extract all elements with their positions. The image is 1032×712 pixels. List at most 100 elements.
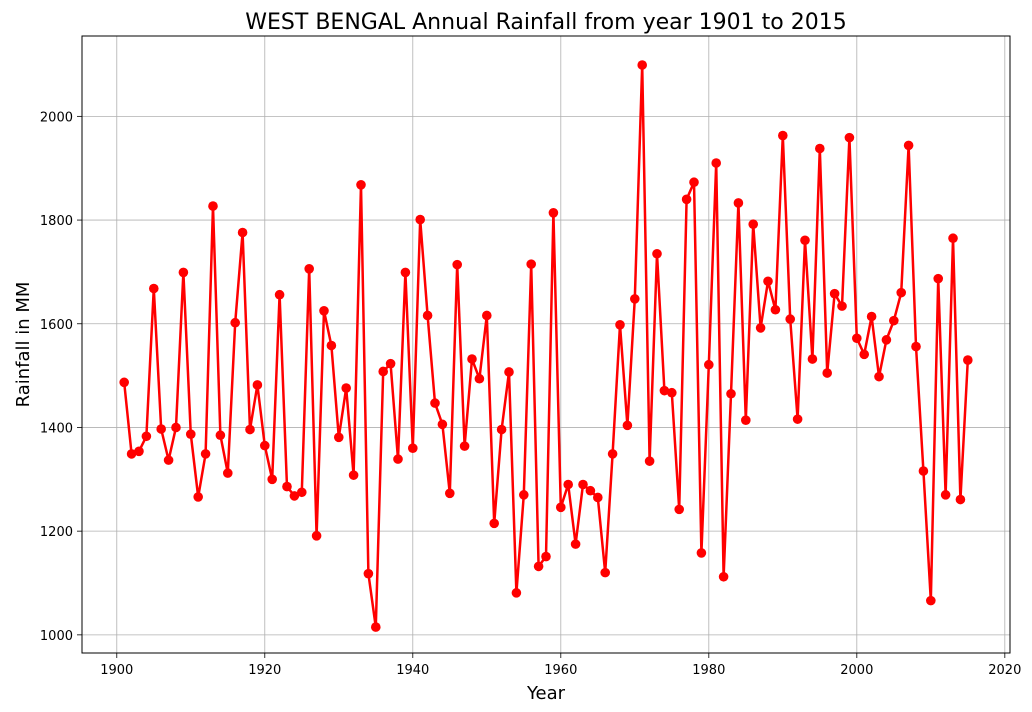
data-point bbox=[792, 414, 803, 424]
data-point bbox=[134, 446, 144, 457]
data-point bbox=[563, 479, 574, 490]
data-point bbox=[400, 267, 411, 278]
data-point bbox=[903, 140, 914, 151]
x-tick-label: 2000 bbox=[840, 663, 873, 678]
data-point bbox=[282, 481, 292, 492]
axis-ticks: 1900 1920 1940 1960 1980 2000 2020 1000 1200 1400… bbox=[40, 110, 1021, 678]
data-point bbox=[681, 194, 692, 205]
data-point bbox=[171, 422, 181, 433]
data-point bbox=[156, 424, 166, 434]
data-point bbox=[763, 276, 773, 287]
data-point bbox=[252, 380, 263, 390]
data-point bbox=[259, 440, 270, 451]
data-point bbox=[489, 518, 499, 529]
data-point bbox=[770, 304, 781, 315]
data-point bbox=[304, 264, 314, 274]
y-tick-label: 1400 bbox=[40, 421, 73, 436]
x-tick-label: 1900 bbox=[100, 663, 133, 678]
data-point bbox=[311, 531, 322, 541]
data-point bbox=[911, 341, 921, 352]
x-tick-label: 1980 bbox=[692, 663, 725, 678]
data-point bbox=[711, 158, 722, 168]
data-point bbox=[815, 143, 825, 154]
data-point bbox=[141, 431, 152, 442]
data-point bbox=[585, 485, 596, 496]
y-tick-label: 1200 bbox=[40, 525, 73, 540]
data-point bbox=[955, 494, 966, 505]
x-axis-label: Year bbox=[526, 683, 566, 704]
x-tick-label: 1920 bbox=[248, 663, 281, 678]
data-point bbox=[541, 551, 551, 562]
data-point bbox=[689, 177, 699, 188]
data-point bbox=[570, 539, 581, 549]
data-point bbox=[348, 470, 359, 480]
data-point bbox=[852, 333, 862, 344]
data-point bbox=[785, 314, 796, 324]
y-tick-label: 1600 bbox=[40, 318, 73, 333]
data-point bbox=[526, 259, 536, 269]
data-point bbox=[467, 354, 477, 364]
data-point bbox=[889, 315, 899, 326]
data-point bbox=[963, 355, 973, 365]
data-point bbox=[896, 287, 907, 298]
data-point bbox=[718, 571, 729, 582]
data-point bbox=[148, 283, 159, 294]
chart-title: WEST BENGAL Annual Rainfall from year 19… bbox=[245, 10, 846, 35]
data-point bbox=[119, 377, 129, 388]
data-point bbox=[667, 387, 677, 398]
x-tick-label: 1940 bbox=[396, 663, 429, 678]
data-point bbox=[518, 490, 529, 500]
series-group bbox=[119, 60, 973, 632]
data-point bbox=[452, 259, 462, 270]
data-point bbox=[370, 622, 381, 632]
data-point bbox=[215, 430, 226, 441]
data-point bbox=[363, 568, 374, 579]
data-point bbox=[696, 548, 707, 558]
data-point bbox=[918, 466, 929, 476]
data-point bbox=[940, 490, 951, 500]
data-point bbox=[933, 273, 944, 284]
y-tick-label: 1000 bbox=[40, 629, 73, 644]
data-point bbox=[741, 415, 751, 425]
data-point bbox=[600, 567, 611, 578]
data-point bbox=[193, 492, 203, 502]
data-point bbox=[126, 449, 137, 459]
y-tick-label: 2000 bbox=[40, 110, 73, 125]
data-point bbox=[430, 398, 440, 408]
data-point bbox=[474, 373, 485, 384]
data-point bbox=[778, 130, 788, 141]
plot-frame bbox=[81, 35, 1011, 654]
y-axis-label: Rainfall in MM bbox=[13, 282, 34, 408]
data-point bbox=[222, 468, 233, 478]
data-point bbox=[444, 488, 455, 499]
data-point bbox=[755, 323, 766, 333]
data-point bbox=[704, 359, 714, 370]
data-point bbox=[548, 208, 559, 218]
data-point bbox=[593, 492, 603, 503]
data-point bbox=[274, 289, 285, 300]
data-point bbox=[393, 454, 403, 464]
data-point bbox=[822, 368, 833, 378]
data-point bbox=[829, 288, 840, 299]
data-point bbox=[533, 561, 544, 572]
data-point bbox=[637, 60, 648, 70]
data-point bbox=[644, 456, 655, 466]
data-point bbox=[496, 424, 507, 435]
data-point bbox=[326, 340, 337, 351]
data-point bbox=[267, 474, 277, 485]
data-point bbox=[859, 349, 870, 360]
data-point bbox=[437, 419, 448, 430]
data-point bbox=[866, 311, 877, 322]
data-point bbox=[948, 233, 958, 244]
data-point bbox=[415, 214, 425, 225]
data-point bbox=[356, 180, 366, 190]
x-tick-label: 2020 bbox=[988, 663, 1021, 678]
data-point bbox=[459, 441, 470, 451]
data-point bbox=[289, 491, 300, 501]
data-point bbox=[245, 424, 255, 435]
data-point bbox=[341, 383, 351, 393]
data-point bbox=[385, 358, 396, 369]
data-point bbox=[319, 305, 329, 316]
data-point bbox=[178, 267, 189, 278]
data-point bbox=[874, 371, 884, 382]
